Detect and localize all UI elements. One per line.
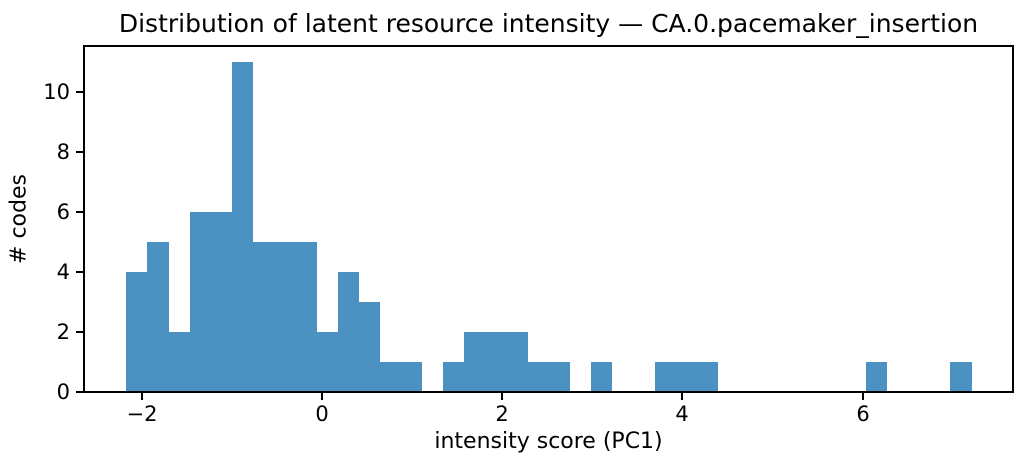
y-tick-mark <box>76 271 83 273</box>
chart-title: Distribution of latent resource intensit… <box>118 9 979 38</box>
histogram-bar <box>486 332 507 392</box>
x-tick-label: 4 <box>675 402 689 426</box>
histogram-bar <box>295 242 317 392</box>
y-tick-mark <box>76 391 83 393</box>
y-tick-mark <box>76 331 83 333</box>
x-tick-label: 0 <box>315 402 329 426</box>
histogram-bar <box>401 362 422 392</box>
y-tick-label: 0 <box>56 380 70 404</box>
histogram-bar <box>443 362 464 392</box>
x-tick-label: 6 <box>856 402 870 426</box>
x-tick-mark <box>141 393 143 400</box>
histogram-bar <box>866 362 887 392</box>
histogram-bar <box>380 362 401 392</box>
y-tick-label: 8 <box>56 140 70 164</box>
histogram-bar <box>549 362 570 392</box>
y-tick-label: 6 <box>56 200 70 224</box>
histogram-bar <box>338 272 359 392</box>
histogram-bar <box>126 272 147 392</box>
y-tick-label: 4 <box>56 260 70 284</box>
x-tick-mark <box>321 393 323 400</box>
histogram-bar <box>697 362 718 392</box>
x-tick-mark <box>681 393 683 400</box>
x-axis-label: intensity score (PC1) <box>434 429 663 454</box>
histogram-bar <box>359 302 380 392</box>
histogram-bar <box>147 242 169 392</box>
histogram-bar <box>232 62 253 392</box>
histogram-bar <box>528 362 549 392</box>
histogram-bar <box>190 212 211 392</box>
histogram-bar <box>950 362 972 392</box>
x-tick-label: 2 <box>495 402 509 426</box>
histogram-bar <box>169 332 190 392</box>
histogram-bar <box>591 362 612 392</box>
histogram-bar <box>211 212 232 392</box>
histogram-bar <box>253 242 274 392</box>
y-tick-mark <box>76 151 83 153</box>
histogram-bar <box>317 332 338 392</box>
histogram-bar <box>507 332 528 392</box>
x-tick-label: −2 <box>126 402 158 426</box>
x-tick-mark <box>501 393 503 400</box>
histogram-bar <box>464 332 486 392</box>
y-tick-mark <box>76 91 83 93</box>
y-tick-mark <box>76 211 83 213</box>
x-tick-mark <box>862 393 864 400</box>
y-tick-label: 2 <box>56 320 70 344</box>
histogram-bar <box>274 242 295 392</box>
y-axis-label: # codes <box>6 174 32 264</box>
histogram-bar <box>676 362 697 392</box>
y-tick-label: 10 <box>43 80 70 104</box>
histogram-bar <box>655 362 676 392</box>
